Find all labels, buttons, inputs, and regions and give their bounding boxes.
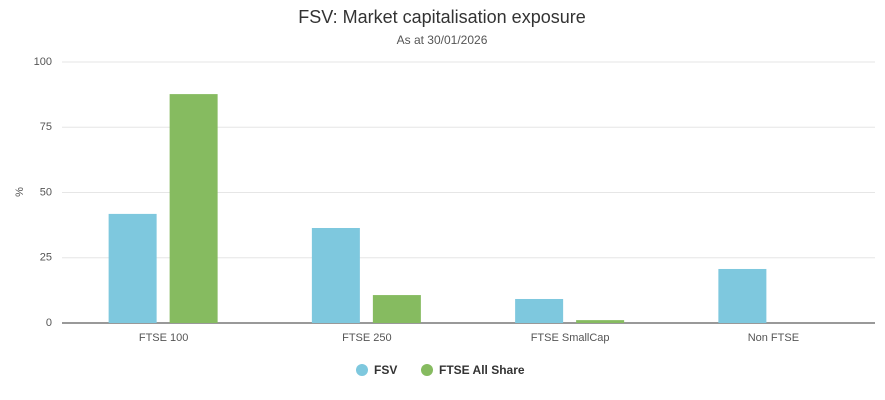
y-tick-label: 25 (40, 252, 52, 264)
x-tick-label: FTSE 100 (139, 332, 189, 344)
legend-label: FSV (374, 363, 397, 377)
bar (108, 213, 157, 323)
bar (718, 268, 767, 323)
bar (515, 298, 564, 323)
bar (311, 227, 360, 323)
bar (576, 320, 625, 323)
y-tick-label: 100 (34, 56, 52, 68)
legend-marker (356, 364, 368, 376)
bar (372, 295, 421, 323)
x-tick-label: Non FTSE (748, 332, 799, 344)
y-tick-label: 75 (40, 121, 52, 133)
chart-title: FSV: Market capitalisation exposure (298, 7, 585, 27)
bar (169, 94, 218, 323)
legend-label: FTSE All Share (439, 363, 525, 377)
chart-subtitle: As at 30/01/2026 (397, 33, 488, 47)
y-tick-label: 0 (46, 317, 52, 329)
y-tick-label: 50 (40, 186, 52, 198)
legend-marker (421, 364, 433, 376)
y-axis-label: % (14, 187, 26, 197)
x-tick-label: FTSE 250 (342, 332, 392, 344)
x-tick-label: FTSE SmallCap (531, 332, 610, 344)
